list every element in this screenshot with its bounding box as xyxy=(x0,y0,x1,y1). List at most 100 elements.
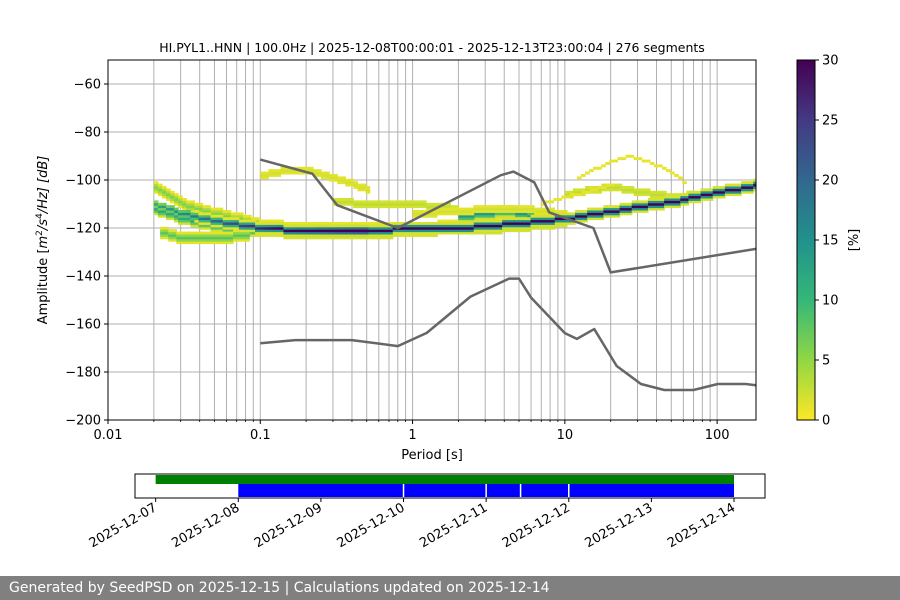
heatmap-cell xyxy=(245,234,250,237)
heatmap-cell xyxy=(194,214,199,218)
heatmap-cell xyxy=(161,186,167,189)
heatmap-cell xyxy=(623,212,629,216)
heatmap-cell xyxy=(194,212,199,216)
heatmap-cell xyxy=(170,200,175,204)
heatmap-cell xyxy=(511,214,516,218)
heatmap-cell xyxy=(437,226,442,230)
heatmap-cell xyxy=(263,224,268,228)
heatmap-cell xyxy=(161,210,167,213)
heatmap-cell xyxy=(607,210,613,213)
heatmap-cell xyxy=(538,217,544,221)
heatmap-cell xyxy=(353,181,359,185)
heatmap-cell xyxy=(319,229,325,233)
heatmap-cell xyxy=(157,205,163,209)
heatmap-cell xyxy=(441,226,447,230)
heatmap-cell xyxy=(245,238,250,242)
heatmap-cell xyxy=(263,231,268,235)
heatmap-cell xyxy=(534,222,540,225)
timeline-tick-label: 2025-12-13 xyxy=(582,500,655,551)
heatmap-cell xyxy=(421,234,426,237)
heatmap-cell xyxy=(276,174,282,177)
heatmap-cell xyxy=(161,207,167,211)
heatmap-cell xyxy=(165,212,171,216)
heatmap-cell xyxy=(485,224,491,228)
heatmap-cell xyxy=(583,217,588,221)
heatmap-cell xyxy=(429,222,434,225)
heatmap-cell xyxy=(327,224,333,228)
heatmap-cell xyxy=(332,226,337,230)
heatmap-cell xyxy=(461,210,466,213)
heatmap-cell xyxy=(417,224,422,228)
heatmap-cell xyxy=(587,214,592,218)
heatmap-cell xyxy=(174,212,179,216)
heatmap-cell xyxy=(267,222,272,225)
heatmap-cell xyxy=(388,236,394,240)
heatmap-cell xyxy=(421,231,426,235)
timeline-tick-label: 2025-12-12 xyxy=(500,500,573,551)
heatmap-cell xyxy=(589,169,594,173)
heatmap-cell xyxy=(542,210,547,213)
heatmap-cell xyxy=(396,229,402,233)
heatmap-cell xyxy=(506,224,511,228)
heatmap-cell xyxy=(481,222,487,225)
heatmap-cell xyxy=(570,217,576,221)
heatmap-cell xyxy=(653,164,659,168)
heatmap-cell xyxy=(208,238,214,242)
heatmap-cell xyxy=(409,200,415,204)
heatmap-cell xyxy=(291,226,297,230)
heatmap-cell xyxy=(712,193,718,197)
heatmap-cell xyxy=(507,212,512,216)
heatmap-cell xyxy=(678,176,683,180)
heatmap-cell xyxy=(165,207,171,211)
heatmap-cell xyxy=(180,241,186,245)
heatmap-cell xyxy=(157,193,163,197)
heatmap-cell xyxy=(308,166,314,170)
heatmap-cell xyxy=(674,193,679,197)
heatmap-cell xyxy=(389,205,395,209)
heatmap-cell xyxy=(332,229,337,233)
heatmap-cell xyxy=(272,174,278,177)
heatmap-cell xyxy=(696,195,702,199)
heatmap-cell xyxy=(404,226,410,230)
heatmap-cell xyxy=(585,186,590,189)
heatmap-cell xyxy=(234,224,240,228)
heatmap-cell xyxy=(409,202,415,206)
heatmap-cell xyxy=(361,186,367,189)
heatmap-cell xyxy=(712,195,718,199)
heatmap-cell xyxy=(534,212,539,216)
heatmap-cell xyxy=(623,202,629,206)
heatmap-cell xyxy=(178,205,183,209)
heatmap-cell xyxy=(440,210,446,213)
heatmap-cell xyxy=(233,238,238,242)
heatmap-cell xyxy=(545,200,550,204)
heatmap-cell xyxy=(546,217,552,221)
heatmap-cell xyxy=(465,210,470,213)
heatmap-cell xyxy=(291,234,297,237)
heatmap-cell xyxy=(682,181,687,185)
heatmap-cell xyxy=(668,205,673,209)
x-tick-label: 100 xyxy=(705,428,730,443)
heatmap-cell xyxy=(433,222,438,225)
heatmap-cell xyxy=(462,217,468,221)
heatmap-cell xyxy=(364,231,370,235)
heatmap-cell xyxy=(530,224,536,228)
heatmap-cell xyxy=(393,202,399,206)
heatmap-cell xyxy=(534,217,540,221)
heatmap-cell xyxy=(522,222,528,225)
heatmap-cell xyxy=(657,164,663,168)
heatmap-cell xyxy=(530,207,535,211)
heatmap-cell xyxy=(587,210,592,213)
heatmap-cell xyxy=(575,214,580,218)
heatmap-cell xyxy=(446,202,451,206)
heatmap-cell xyxy=(696,193,702,197)
heatmap-cell xyxy=(230,212,236,216)
heatmap-cell xyxy=(676,195,681,199)
heatmap-cell xyxy=(493,210,499,213)
heatmap-cell xyxy=(299,222,305,225)
heatmap-cell xyxy=(196,234,202,237)
heatmap-cell xyxy=(323,226,329,230)
heatmap-cell xyxy=(341,181,346,185)
heatmap-cell xyxy=(220,231,226,235)
heatmap-cell xyxy=(352,231,357,235)
heatmap-cell xyxy=(337,178,342,182)
